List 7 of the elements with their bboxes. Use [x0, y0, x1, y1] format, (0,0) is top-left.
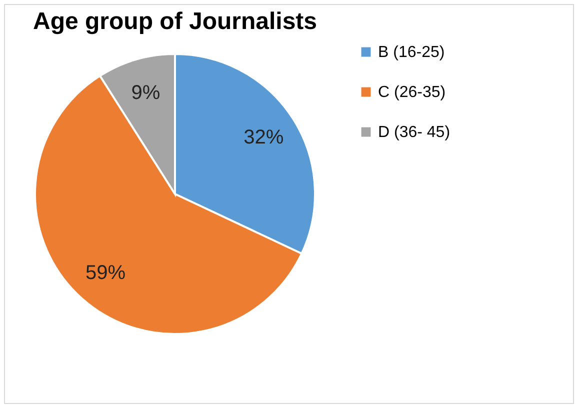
legend-label: B (16-25): [378, 44, 445, 61]
data-label: 32%: [244, 126, 284, 149]
legend-label: C (26-35): [378, 84, 446, 101]
data-label: 59%: [86, 262, 126, 284]
legend-label: D (36- 45): [378, 124, 450, 141]
chart-title: Age group of Journalists: [32, 8, 318, 35]
data-label: 9%: [131, 82, 160, 104]
